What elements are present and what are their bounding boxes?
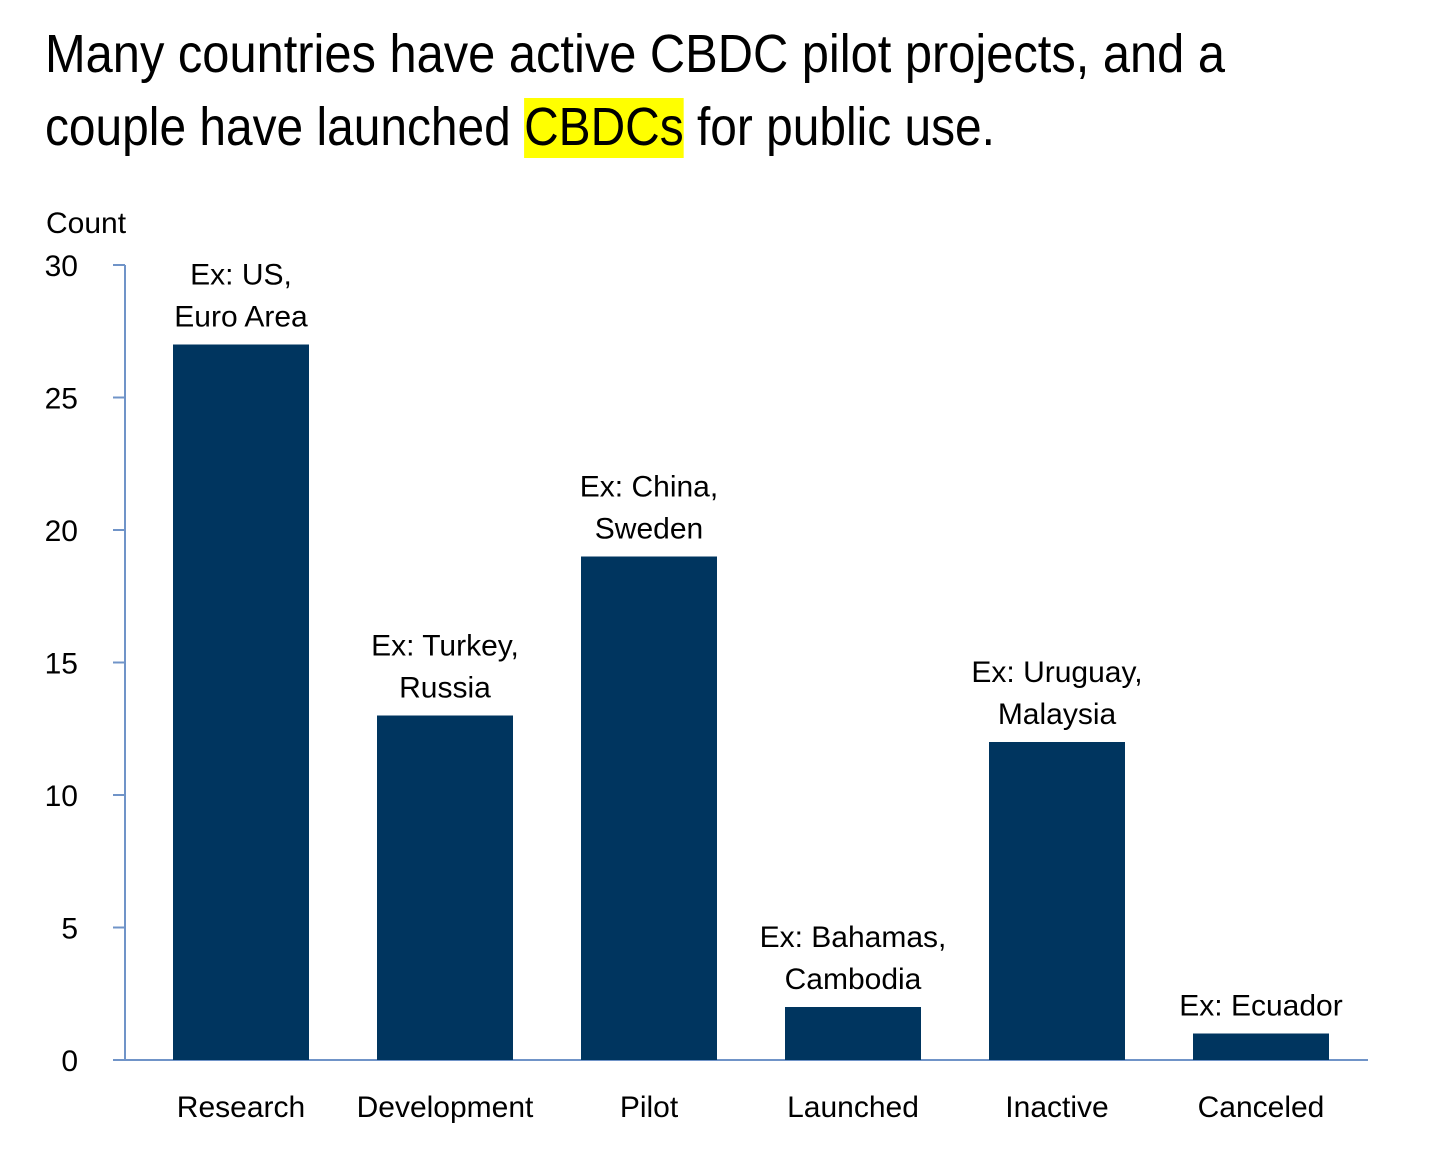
annotation: Ex: US, xyxy=(190,259,292,292)
y-tick-label: 10 xyxy=(45,780,78,813)
x-tick-label: Pilot xyxy=(620,1091,679,1124)
annotation: Russia xyxy=(399,672,491,705)
x-tick-label: Research xyxy=(177,1091,305,1124)
bar xyxy=(785,1007,921,1060)
y-tick-label: 20 xyxy=(45,515,78,548)
y-tick-label: 30 xyxy=(45,250,78,283)
y-axis-label: Count xyxy=(46,207,127,240)
y-tick-label: 25 xyxy=(45,383,78,416)
annotation: Ex: China, xyxy=(580,471,718,504)
annotation: Euro Area xyxy=(174,301,308,334)
subtitle-segment: for public use. xyxy=(684,97,995,157)
subtitle-segment: couple have launched xyxy=(45,97,524,157)
y-tick-label: 15 xyxy=(45,648,78,681)
y-tick-label: 0 xyxy=(61,1045,78,1078)
bar xyxy=(581,556,717,1060)
annotation: Malaysia xyxy=(998,698,1117,731)
annotation: Ex: Ecuador xyxy=(1179,990,1342,1023)
annotation: Ex: Uruguay, xyxy=(971,656,1142,689)
bar xyxy=(989,742,1125,1060)
x-tick-label: Inactive xyxy=(1005,1091,1108,1124)
bar xyxy=(173,344,309,1060)
bar xyxy=(1193,1033,1329,1060)
annotation: Ex: Turkey, xyxy=(371,630,519,663)
x-tick-label: Canceled xyxy=(1198,1091,1325,1124)
annotation: Ex: Bahamas, xyxy=(760,921,947,954)
subtitle-line: couple have launched CBDCs for public us… xyxy=(45,97,995,157)
x-tick-label: Launched xyxy=(787,1091,919,1124)
annotation: Cambodia xyxy=(785,963,922,996)
bar xyxy=(377,715,513,1060)
x-tick-label: Development xyxy=(357,1091,534,1124)
subtitle-segment: CBDCs xyxy=(524,97,684,157)
annotation: Sweden xyxy=(595,513,703,546)
highlight xyxy=(524,98,684,158)
subtitle-segment: Many countries have active CBDC pilot pr… xyxy=(45,24,1226,84)
y-tick-label: 5 xyxy=(61,913,78,946)
subtitle-line: Many countries have active CBDC pilot pr… xyxy=(45,24,1226,84)
